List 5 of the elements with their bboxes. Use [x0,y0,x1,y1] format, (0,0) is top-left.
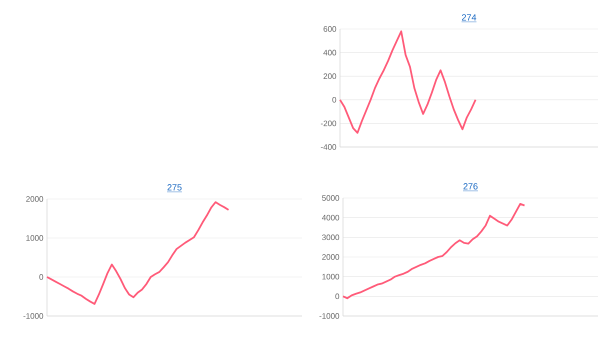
chart-title: 276 [463,183,478,190]
line-series [342,203,526,300]
chart-title: 274 [462,14,476,21]
chart-title: 275 [167,184,182,191]
line-series [339,30,476,134]
